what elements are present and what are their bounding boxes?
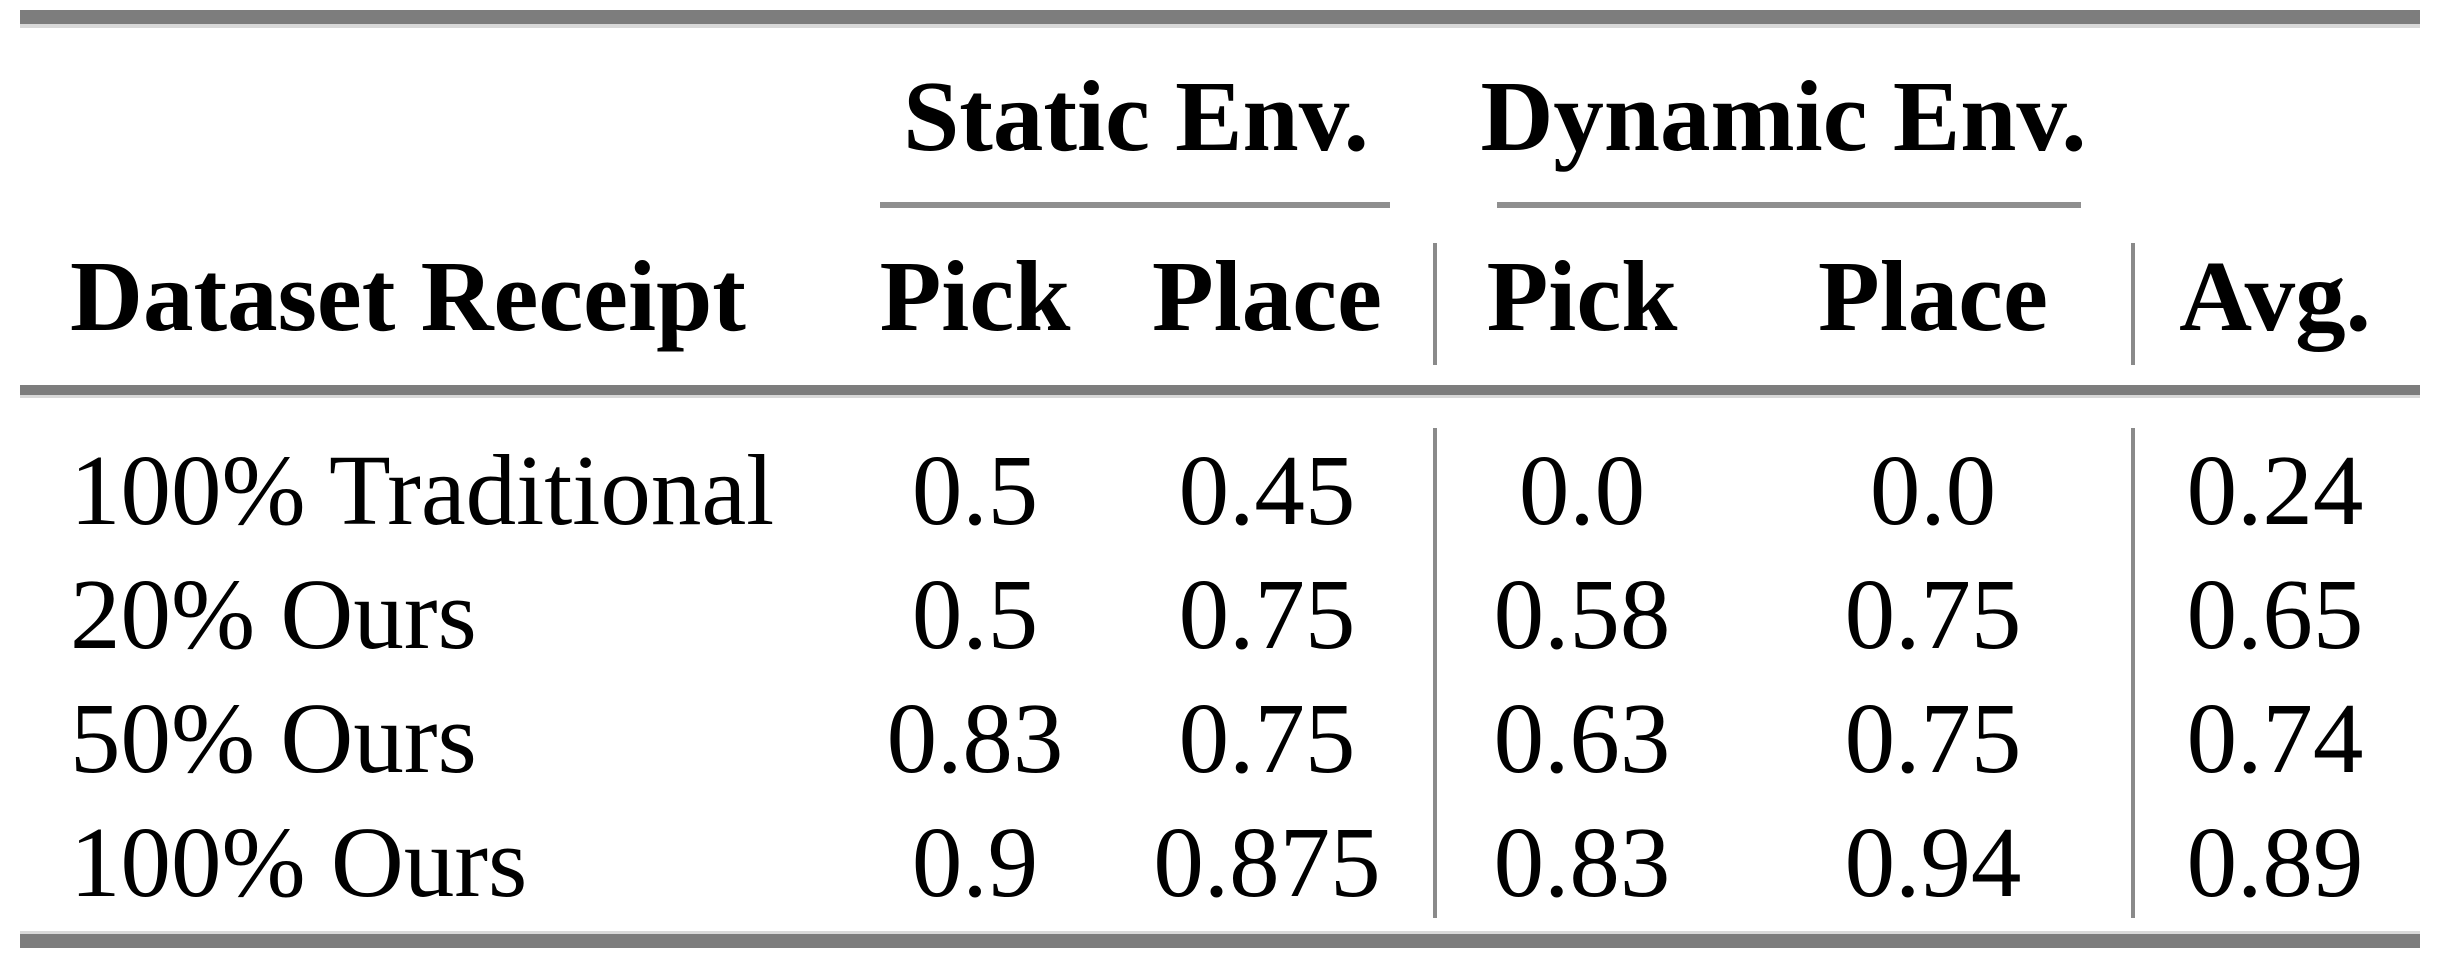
- row-label: 20% Ours: [70, 557, 477, 670]
- column-header-row: Dataset Receipt Pick Place Pick Place Av…: [0, 240, 2440, 352]
- cell-static-place: 0.75: [1178, 681, 1356, 794]
- cell-static-place: 0.875: [1153, 805, 1381, 918]
- cell-dynamic-place: 0.94: [1844, 805, 2022, 918]
- cell-static-pick: 0.5: [911, 433, 1039, 546]
- static-env-underline: [880, 202, 1390, 208]
- row-label: 100% Traditional: [70, 433, 775, 546]
- cell-dynamic-place: 0.75: [1844, 681, 2022, 794]
- col-header-dynamic-pick: Pick: [1486, 239, 1678, 352]
- vertical-rule-static-dynamic: [1433, 428, 1437, 918]
- cell-avg: 0.65: [2186, 557, 2364, 670]
- cell-dynamic-place: 0.75: [1844, 557, 2022, 670]
- table-row: 100% Ours 0.9 0.875 0.83 0.94 0.89: [0, 800, 2440, 924]
- table-row: 50% Ours 0.83 0.75 0.63 0.75 0.74: [0, 676, 2440, 800]
- top-rule: [20, 10, 2420, 28]
- vertical-rule-dynamic-avg: [2131, 243, 2135, 365]
- vertical-rule-static-dynamic: [1433, 243, 1437, 365]
- cell-avg: 0.74: [2186, 681, 2364, 794]
- table-row: 20% Ours 0.5 0.75 0.58 0.75 0.65: [0, 552, 2440, 676]
- row-label: 50% Ours: [70, 681, 477, 794]
- vertical-rule-dynamic-avg: [2131, 428, 2135, 918]
- cell-dynamic-pick: 0.58: [1493, 557, 1671, 670]
- cell-static-place: 0.75: [1178, 557, 1356, 670]
- col-header-dynamic-place: Place: [1818, 239, 2048, 352]
- group-header-static-env: Static Env.: [903, 59, 1369, 172]
- cell-dynamic-pick: 0.63: [1493, 681, 1671, 794]
- group-header-dynamic-env: Dynamic Env.: [1480, 59, 2087, 172]
- group-header-row: Static Env. Dynamic Env.: [0, 60, 2440, 172]
- cell-dynamic-pick: 0.0: [1518, 433, 1646, 546]
- cell-static-pick: 0.5: [911, 557, 1039, 670]
- cell-dynamic-pick: 0.83: [1493, 805, 1671, 918]
- col-header-avg: Avg.: [2179, 239, 2371, 352]
- col-header-static-pick: Pick: [879, 239, 1071, 352]
- col-header-dataset-receipt: Dataset Receipt: [70, 239, 746, 352]
- header-rule: [20, 385, 2420, 398]
- table-row: 100% Traditional 0.5 0.45 0.0 0.0 0.24: [0, 428, 2440, 552]
- cell-static-place: 0.45: [1178, 433, 1356, 546]
- cell-avg: 0.89: [2186, 805, 2364, 918]
- col-header-static-place: Place: [1152, 239, 1382, 352]
- cell-static-pick: 0.9: [911, 805, 1039, 918]
- row-label: 100% Ours: [70, 805, 528, 918]
- cell-avg: 0.24: [2186, 433, 2364, 546]
- cell-static-pick: 0.83: [886, 681, 1064, 794]
- cell-dynamic-place: 0.0: [1869, 433, 1997, 546]
- bottom-rule: [20, 931, 2420, 948]
- dynamic-env-underline: [1497, 202, 2081, 208]
